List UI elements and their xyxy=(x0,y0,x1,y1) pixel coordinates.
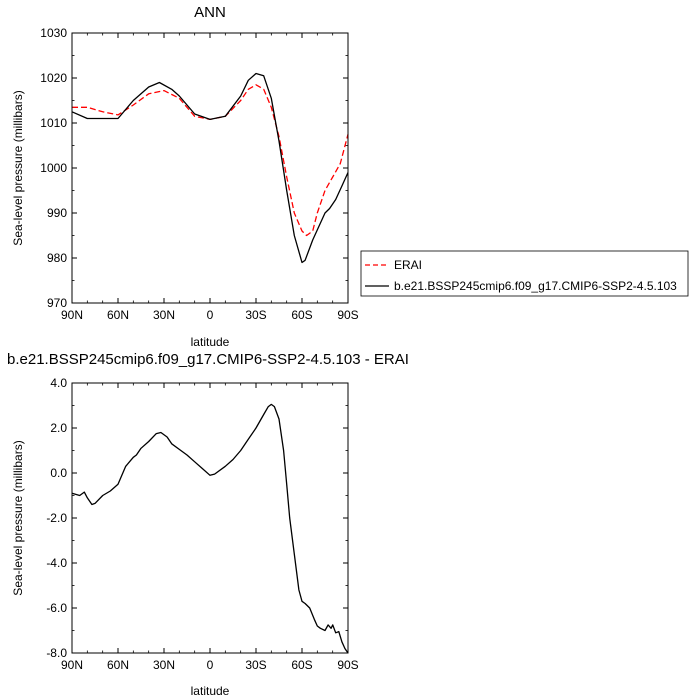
y-tick-label: 970 xyxy=(47,296,67,310)
x-tick-label: 90N xyxy=(61,658,83,672)
top-chart-title: ANN xyxy=(194,4,226,21)
x-tick-label: 60N xyxy=(107,658,129,672)
x-tick-label: 60S xyxy=(291,658,312,672)
legend-label-model: b.e21.BSSP245cmip6.f09_g17.CMIP6-SSP2-4.… xyxy=(394,279,677,293)
bottom-chart-ticks: 90N 60N 30N 0 30S 60S 90S -8.0 -6.0 -4.0 -2.0 0.0 2.… xyxy=(46,376,358,672)
y-tick-label: 2.0 xyxy=(50,421,67,435)
y-tick-label: 980 xyxy=(47,251,67,265)
bottom-chart-lines xyxy=(71,403,349,654)
y-tick-label: -2.0 xyxy=(46,511,67,525)
bottom-chart-ylabel: Sea-level pressure (millibars) xyxy=(11,440,25,595)
x-tick-label: 30N xyxy=(153,658,175,672)
y-tick-label: 1020 xyxy=(40,71,67,85)
x-tick-label: 0 xyxy=(207,308,214,322)
bottom-chart: b.e21.BSSP245cmip6.f09_g17.CMIP6-SSP2-4.… xyxy=(7,351,409,698)
bottom-chart-xlabel: latitude xyxy=(191,684,230,698)
x-tick-label: 30S xyxy=(245,308,266,322)
x-tick-label: 30S xyxy=(245,658,266,672)
x-tick-label: 90S xyxy=(337,658,358,672)
x-tick-label: 30N xyxy=(153,308,175,322)
y-tick-label: 1030 xyxy=(40,26,67,40)
series-line-0 xyxy=(72,84,349,237)
x-tick-label: 60S xyxy=(291,308,312,322)
top-chart: ANN latitude Sea-level pressure (milliba… xyxy=(11,4,359,349)
y-tick-label: 1010 xyxy=(40,116,67,130)
bottom-chart-title: b.e21.BSSP245cmip6.f09_g17.CMIP6-SSP2-4.… xyxy=(7,351,409,368)
top-chart-frame xyxy=(71,32,349,304)
y-tick-label: -4.0 xyxy=(46,556,67,570)
legend-label-erai: ERAI xyxy=(394,258,422,272)
top-chart-ticks: 90N 60N 30N 0 30S 60S 90S 970 980 990 1000 1010 1020… xyxy=(40,26,358,322)
x-tick-label: 60N xyxy=(107,308,129,322)
top-chart-xlabel: latitude xyxy=(191,335,230,349)
series-line-1 xyxy=(71,72,349,264)
bottom-chart-frame xyxy=(71,382,349,654)
y-tick-label: 0.0 xyxy=(50,466,67,480)
top-chart-ylabel: Sea-level pressure (millibars) xyxy=(11,90,25,245)
x-tick-label: 0 xyxy=(207,658,214,672)
legend-box xyxy=(360,250,689,297)
x-tick-label: 90N xyxy=(61,308,83,322)
y-tick-label: 1000 xyxy=(40,161,67,175)
y-tick-label: -8.0 xyxy=(46,646,67,660)
y-tick-label: 4.0 xyxy=(50,376,67,390)
series-line-0 xyxy=(71,403,349,654)
y-tick-label: 990 xyxy=(47,206,67,220)
y-tick-label: -6.0 xyxy=(46,601,67,615)
top-chart-lines xyxy=(71,72,349,264)
x-tick-label: 90S xyxy=(337,308,358,322)
top-chart-legend: ERAI b.e21.BSSP245cmip6.f09_g17.CMIP6-SS… xyxy=(360,250,689,297)
